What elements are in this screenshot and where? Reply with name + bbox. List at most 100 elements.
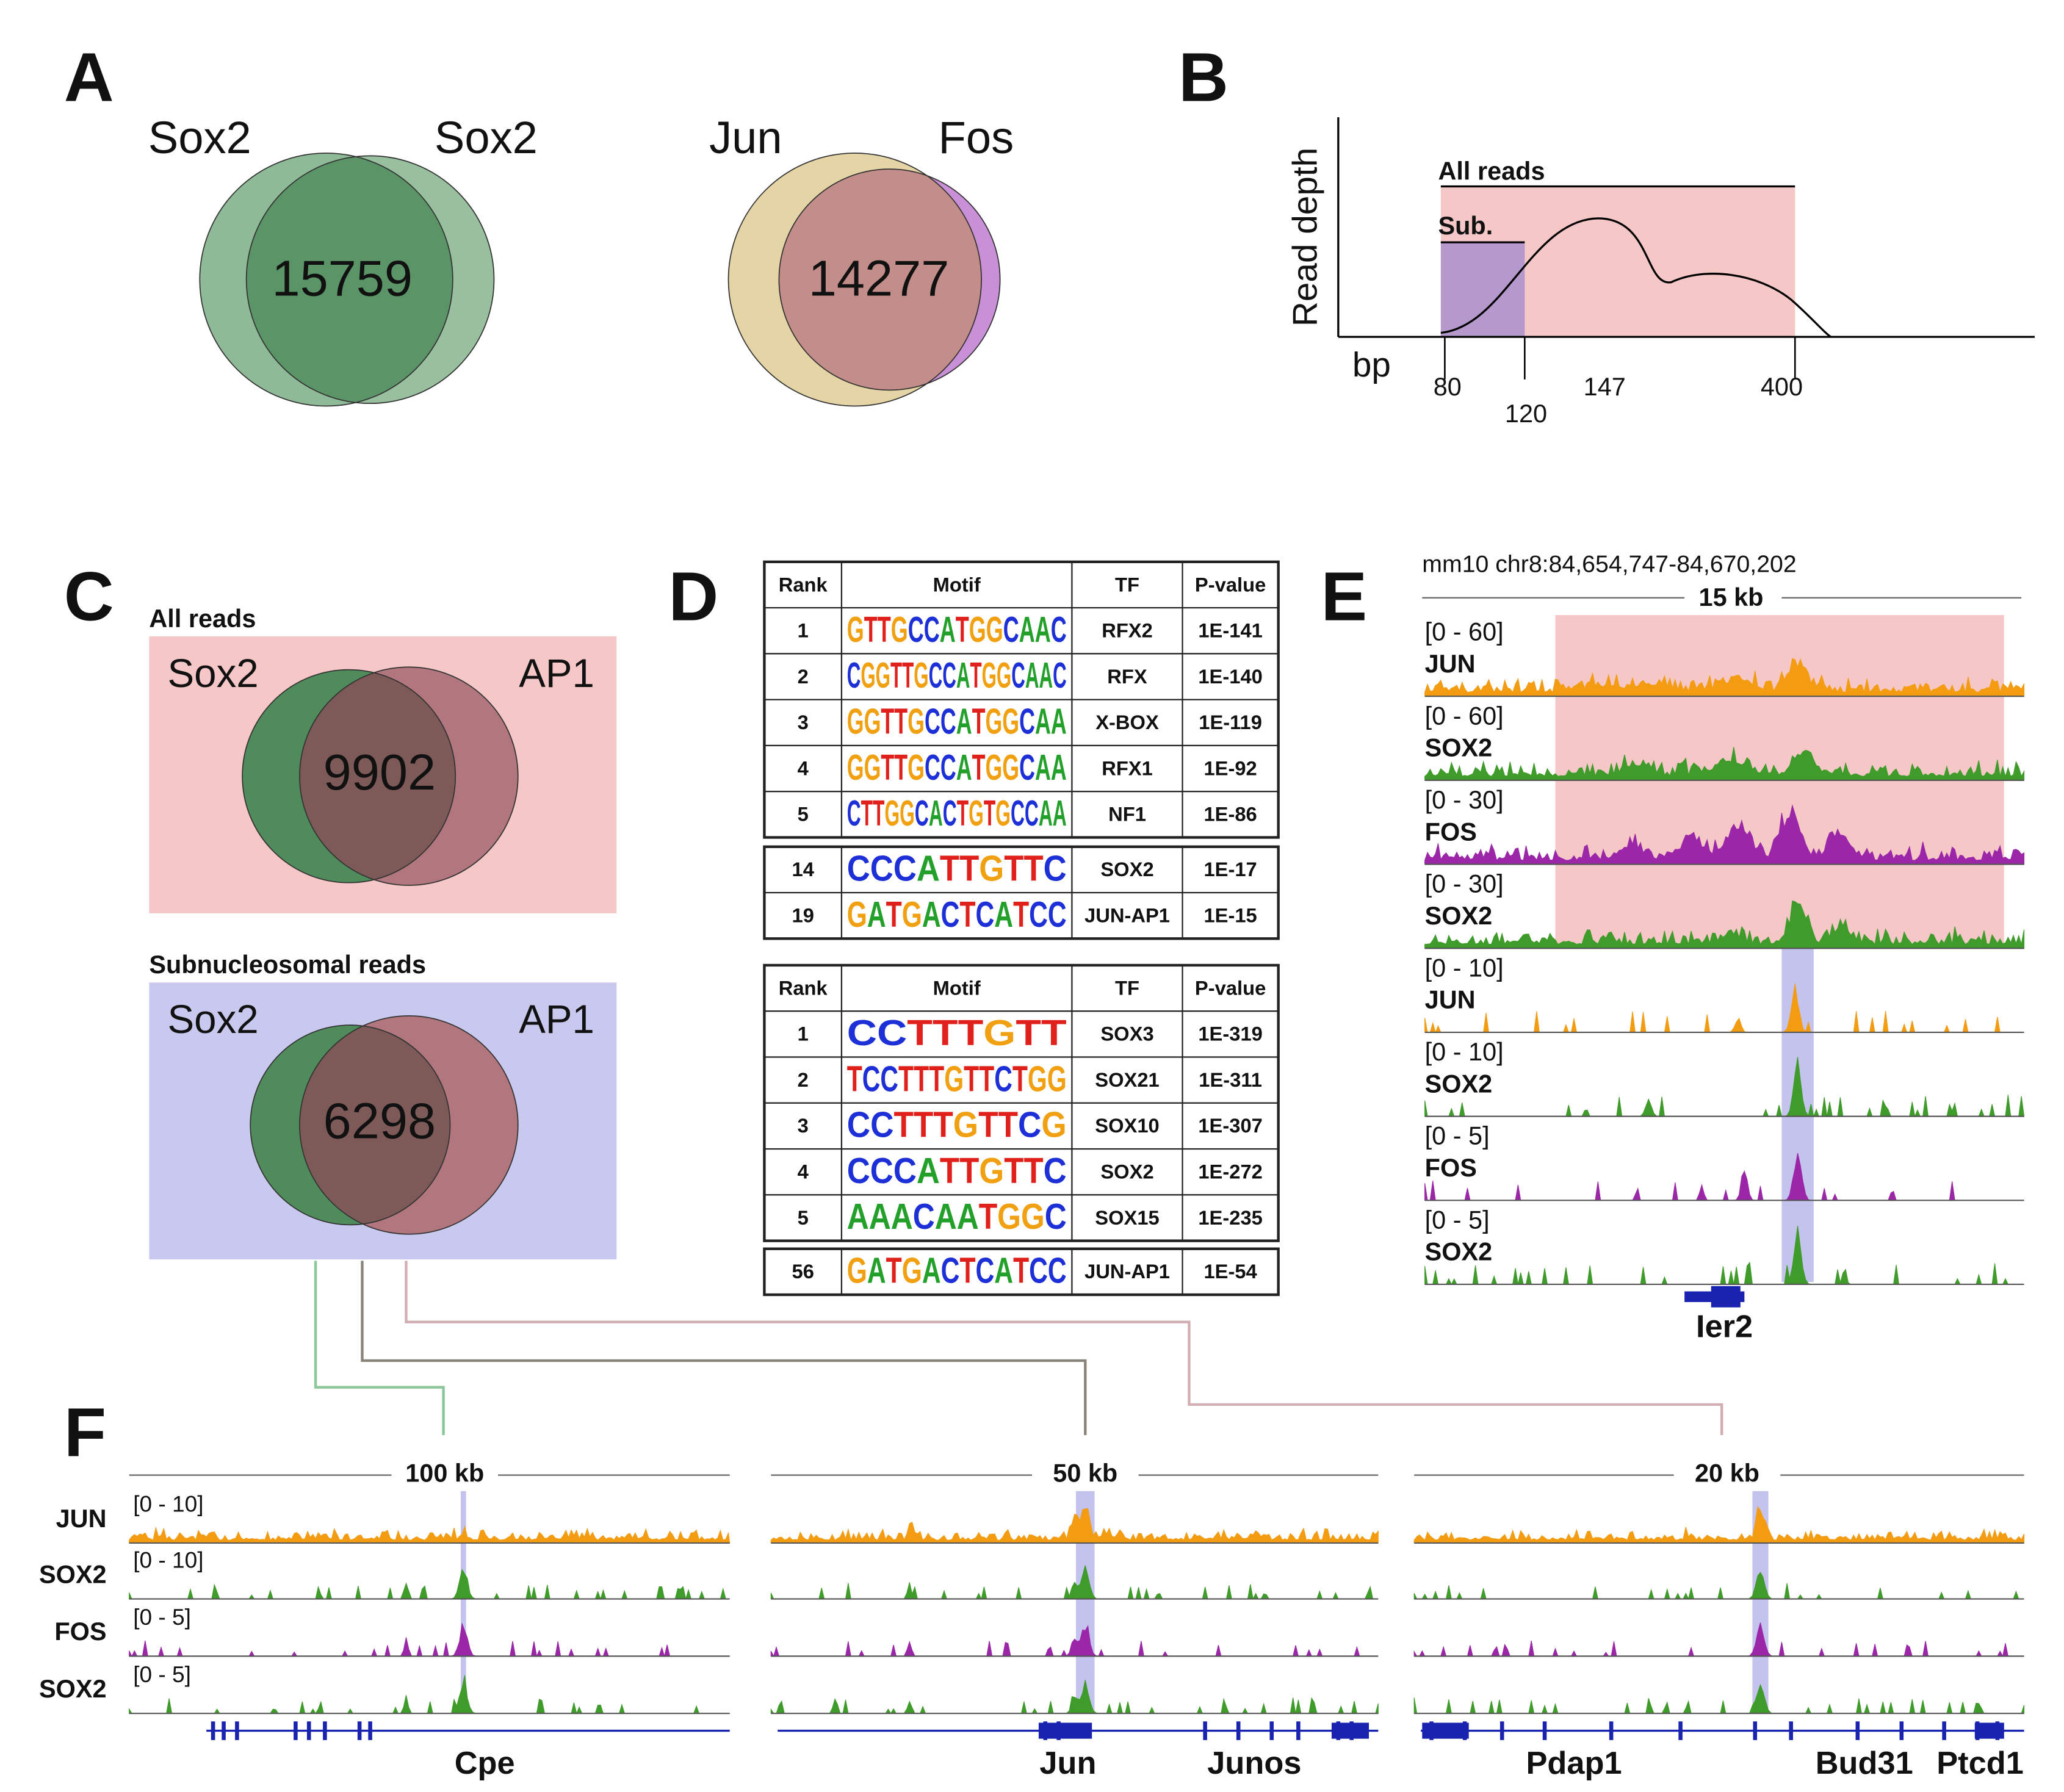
gene-exon bbox=[1296, 1721, 1301, 1740]
gene-exon bbox=[1542, 1721, 1547, 1740]
signal bbox=[770, 1680, 1379, 1715]
table-cell bbox=[840, 1194, 1073, 1242]
gene-label: Jun bbox=[1039, 1746, 1096, 1781]
table-cell bbox=[1071, 1056, 1183, 1104]
gene-exon bbox=[1331, 1722, 1369, 1739]
table-cell bbox=[1071, 846, 1183, 894]
track-range: [0 - 5] bbox=[133, 1661, 191, 1687]
panel-letter: B bbox=[1178, 38, 1229, 116]
signal bbox=[1413, 1683, 2025, 1714]
motif-logo: CGGTTGCCATGGCAAC bbox=[847, 656, 1067, 696]
table-cell-text: 1E-307 bbox=[1198, 1114, 1263, 1137]
track-name: JUN bbox=[1425, 985, 1476, 1014]
scale-label: 15 kb bbox=[1699, 583, 1764, 611]
track-range: [0 - 30] bbox=[1425, 869, 1504, 898]
table-cell-text: 1E-86 bbox=[1203, 803, 1257, 826]
panel-letter: E bbox=[1321, 558, 1367, 635]
venn-overlap bbox=[299, 1025, 450, 1225]
motif-logo: CCCATTGTTC bbox=[847, 1151, 1067, 1190]
connector bbox=[405, 1261, 1723, 1436]
track-name: FOS bbox=[54, 1617, 106, 1646]
scale-label: 20 kb bbox=[1695, 1459, 1759, 1488]
table-cell-text: 1E-235 bbox=[1198, 1206, 1263, 1229]
connector bbox=[314, 1261, 445, 1436]
table-cell-text: 3 bbox=[798, 1114, 809, 1137]
gene-exon bbox=[294, 1721, 298, 1740]
venn-outline bbox=[778, 168, 1001, 391]
signal bbox=[1424, 1226, 2024, 1286]
venn-count: 14277 bbox=[809, 250, 950, 307]
venn-outline bbox=[727, 153, 982, 407]
table-cell-text: 5 bbox=[798, 1206, 809, 1229]
table-cell bbox=[1182, 1148, 1279, 1196]
track-name: SOX2 bbox=[39, 1560, 107, 1588]
table-header: P-value bbox=[1195, 573, 1266, 596]
table-cell bbox=[1071, 891, 1183, 940]
gene-exon bbox=[1236, 1721, 1241, 1740]
gene-exon bbox=[1422, 1722, 1469, 1739]
signal bbox=[1424, 1153, 2024, 1201]
table-cell bbox=[1182, 607, 1279, 655]
gene-exon bbox=[1711, 1286, 1741, 1308]
track-range: [0 - 10] bbox=[1425, 953, 1504, 982]
table-cell bbox=[1182, 964, 1279, 1012]
track-name: SOX2 bbox=[1425, 733, 1493, 762]
table-cell-text: 5 bbox=[798, 803, 809, 826]
gene-exon bbox=[1899, 1721, 1904, 1740]
table-cell bbox=[840, 1056, 1073, 1104]
track-range: [0 - 30] bbox=[1425, 785, 1504, 814]
track-range: [0 - 5] bbox=[1425, 1121, 1490, 1150]
gene-label: Bud31 bbox=[1816, 1746, 1913, 1781]
gene-exon bbox=[323, 1721, 327, 1740]
signal bbox=[1413, 1622, 2024, 1657]
table-cell bbox=[840, 1148, 1073, 1196]
table-header: Motif bbox=[933, 976, 981, 999]
track-name: JUN bbox=[1425, 649, 1476, 678]
motif-logo: GGTTGCCATGGCAA bbox=[847, 702, 1067, 741]
table-header: Rank bbox=[779, 573, 828, 596]
table-frame bbox=[763, 560, 1280, 839]
connector bbox=[361, 1261, 1087, 1436]
signal bbox=[1413, 1506, 2025, 1544]
venn-count: 6298 bbox=[323, 1093, 436, 1150]
gene-exon bbox=[1855, 1721, 1860, 1740]
track-range: [0 - 10] bbox=[133, 1547, 203, 1572]
track-name: SOX2 bbox=[39, 1674, 107, 1703]
label: AP1 bbox=[519, 997, 594, 1042]
track-range: [0 - 10] bbox=[133, 1491, 203, 1517]
venn-count: 9902 bbox=[323, 744, 436, 801]
gene-exon bbox=[1609, 1721, 1614, 1740]
table-cell-text: RFX1 bbox=[1102, 757, 1153, 779]
gene-exon bbox=[1499, 1721, 1504, 1740]
table-cell bbox=[840, 1102, 1073, 1150]
track-name: FOS bbox=[1425, 1153, 1477, 1182]
motif-logo: CCCATTGTTC bbox=[847, 849, 1067, 888]
venn-count: 15759 bbox=[272, 250, 413, 307]
table-cell-text: 56 bbox=[792, 1260, 814, 1283]
gene-label: Cpe bbox=[455, 1746, 515, 1781]
signal bbox=[1424, 900, 2025, 949]
table-cell-text: 2 bbox=[798, 665, 809, 688]
tick-label: 120 bbox=[1505, 399, 1547, 428]
gene-exon bbox=[306, 1721, 311, 1740]
table-cell-text: 1E-319 bbox=[1198, 1023, 1263, 1045]
motif-logo: CCTTTGTTCG bbox=[847, 1105, 1067, 1145]
venn-outline bbox=[250, 1024, 451, 1226]
y-label: Read depth bbox=[1286, 148, 1325, 326]
gene-label: Junos bbox=[1207, 1746, 1301, 1781]
table-cell bbox=[1071, 1148, 1183, 1196]
venn-overlap bbox=[779, 169, 982, 390]
table-cell bbox=[1182, 791, 1279, 838]
table-cell-text: 19 bbox=[792, 904, 814, 927]
table-cell bbox=[840, 699, 1073, 747]
table-cell-text: SOX21 bbox=[1095, 1068, 1160, 1091]
table-cell bbox=[840, 653, 1073, 700]
label: Sox2 bbox=[168, 997, 259, 1042]
gene-exon bbox=[1038, 1722, 1092, 1739]
signal bbox=[1424, 983, 2024, 1034]
sub-region bbox=[1440, 242, 1525, 337]
table-cell bbox=[763, 964, 843, 1012]
signal bbox=[1424, 658, 2025, 697]
motif-logo: GATGACTCATCC bbox=[847, 894, 1067, 934]
